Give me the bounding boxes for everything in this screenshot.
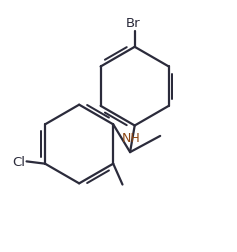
Text: Br: Br [126,17,141,30]
Text: Cl: Cl [12,155,25,168]
Text: NH: NH [122,131,140,144]
